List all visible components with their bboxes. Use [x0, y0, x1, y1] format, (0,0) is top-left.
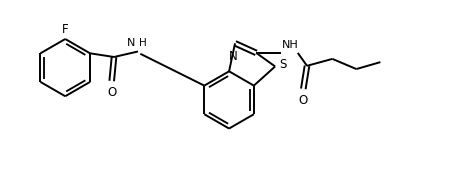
Text: N: N [127, 38, 136, 48]
Text: O: O [107, 86, 116, 99]
Text: NH: NH [281, 40, 298, 50]
Text: S: S [279, 58, 286, 71]
Text: H: H [139, 38, 147, 48]
Text: N: N [229, 50, 237, 63]
Text: O: O [299, 94, 308, 107]
Text: F: F [62, 23, 68, 36]
